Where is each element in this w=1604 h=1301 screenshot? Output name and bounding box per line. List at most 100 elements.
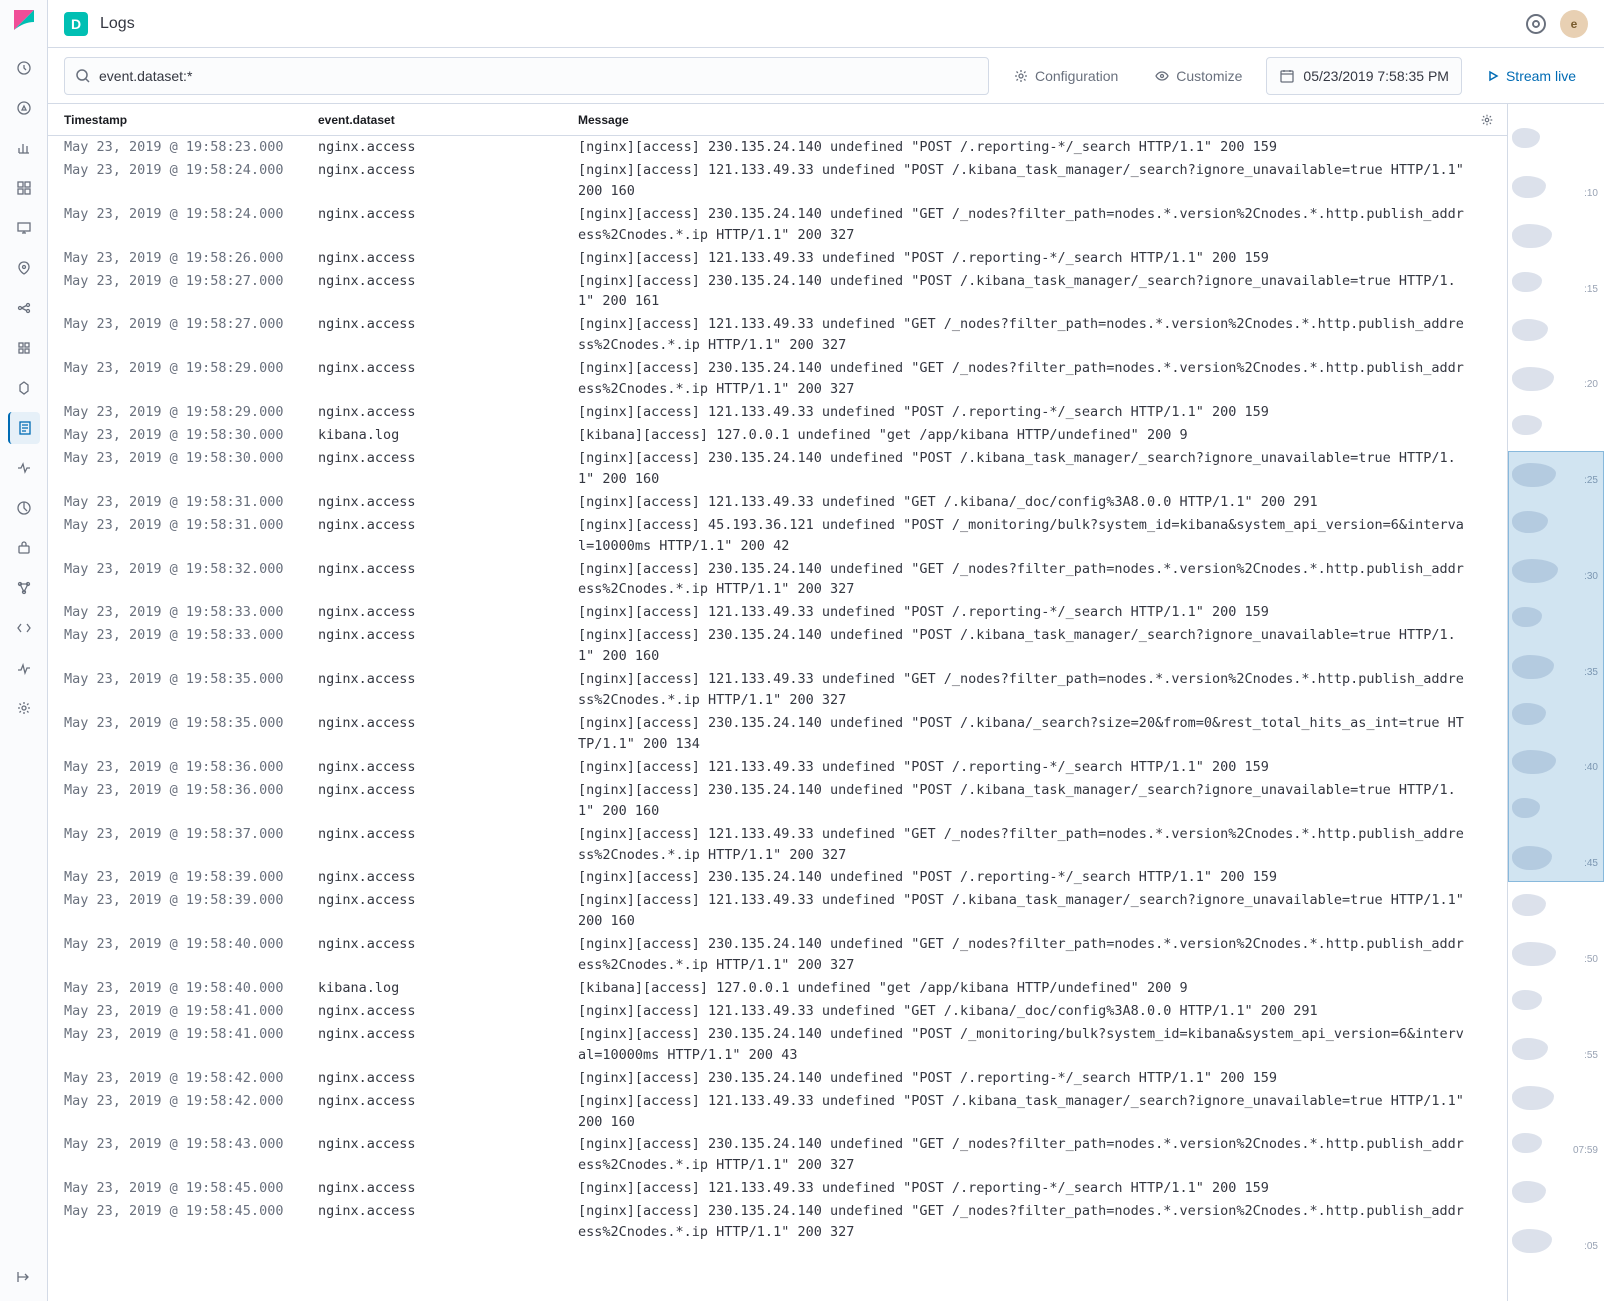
log-message: [nginx][access] 230.135.24.140 undefined… xyxy=(568,1068,1507,1089)
customize-button[interactable]: Customize xyxy=(1142,57,1254,95)
nav-logs-icon[interactable] xyxy=(8,412,40,444)
user-avatar[interactable]: e xyxy=(1560,10,1588,38)
log-row[interactable]: May 23, 2019 @ 19:58:45.000nginx.access[… xyxy=(48,1200,1507,1244)
date-picker[interactable]: 05/23/2019 7:58:35 PM xyxy=(1266,57,1462,95)
log-row[interactable]: May 23, 2019 @ 19:58:24.000nginx.access[… xyxy=(48,159,1507,203)
newsfeed-icon[interactable] xyxy=(1524,12,1548,36)
header: D Logs e xyxy=(48,0,1604,48)
log-row[interactable]: May 23, 2019 @ 19:58:23.000nginx.access[… xyxy=(48,136,1507,159)
log-row[interactable]: May 23, 2019 @ 19:58:30.000kibana.log[ki… xyxy=(48,424,1507,447)
log-timestamp: May 23, 2019 @ 19:58:36.000 xyxy=(48,757,308,778)
search-input[interactable] xyxy=(99,68,978,84)
nav-ml-icon[interactable] xyxy=(8,292,40,324)
log-row[interactable]: May 23, 2019 @ 19:58:33.000nginx.access[… xyxy=(48,624,1507,668)
log-row[interactable]: May 23, 2019 @ 19:58:41.000nginx.access[… xyxy=(48,1000,1507,1023)
search-box[interactable] xyxy=(64,57,989,95)
nav-monitoring-icon[interactable] xyxy=(8,652,40,684)
nav-dev-icon[interactable] xyxy=(8,612,40,644)
nav-apm-icon[interactable] xyxy=(8,452,40,484)
log-message: [nginx][access] 230.135.24.140 undefined… xyxy=(568,713,1507,755)
log-dataset: nginx.access xyxy=(308,358,568,400)
nav-visualize-icon[interactable] xyxy=(8,132,40,164)
minimap[interactable]: :10:15:20:25:30:35:40:45:50:5507:59:05 xyxy=(1508,104,1604,1301)
space-badge[interactable]: D xyxy=(64,12,88,36)
nav-maps-icon[interactable] xyxy=(8,252,40,284)
log-timestamp: May 23, 2019 @ 19:58:29.000 xyxy=(48,358,308,400)
log-row[interactable]: May 23, 2019 @ 19:58:45.000nginx.access[… xyxy=(48,1177,1507,1200)
log-dataset: nginx.access xyxy=(308,1068,568,1089)
log-message: [nginx][access] 121.133.49.33 undefined … xyxy=(568,1178,1507,1199)
log-dataset: nginx.access xyxy=(308,890,568,932)
log-row[interactable]: May 23, 2019 @ 19:58:30.000nginx.access[… xyxy=(48,447,1507,491)
log-message: [nginx][access] 121.133.49.33 undefined … xyxy=(568,402,1507,423)
log-row[interactable]: May 23, 2019 @ 19:58:29.000nginx.access[… xyxy=(48,401,1507,424)
minimap-blob xyxy=(1512,1133,1542,1153)
minimap-tick: :50 xyxy=(1584,954,1598,965)
log-row[interactable]: May 23, 2019 @ 19:58:36.000nginx.access[… xyxy=(48,756,1507,779)
log-dataset: nginx.access xyxy=(308,625,568,667)
nav-graph-icon[interactable] xyxy=(8,572,40,604)
log-row[interactable]: May 23, 2019 @ 19:58:43.000nginx.access[… xyxy=(48,1133,1507,1177)
log-message: [nginx][access] 230.135.24.140 undefined… xyxy=(568,780,1507,822)
nav-infra-icon[interactable] xyxy=(8,332,40,364)
kibana-logo-icon[interactable] xyxy=(12,8,36,32)
stream-live-button[interactable]: Stream live xyxy=(1474,57,1588,95)
log-timestamp: May 23, 2019 @ 19:58:42.000 xyxy=(48,1068,308,1089)
page-title: Logs xyxy=(100,15,135,33)
log-row[interactable]: May 23, 2019 @ 19:58:40.000nginx.access[… xyxy=(48,933,1507,977)
nav-dashboard-icon[interactable] xyxy=(8,172,40,204)
log-row[interactable]: May 23, 2019 @ 19:58:39.000nginx.access[… xyxy=(48,889,1507,933)
log-timestamp: May 23, 2019 @ 19:58:27.000 xyxy=(48,271,308,313)
toolbar: Configuration Customize 05/23/2019 7:58:… xyxy=(48,48,1604,104)
log-row[interactable]: May 23, 2019 @ 19:58:39.000nginx.access[… xyxy=(48,866,1507,889)
log-row[interactable]: May 23, 2019 @ 19:58:24.000nginx.access[… xyxy=(48,203,1507,247)
log-row[interactable]: May 23, 2019 @ 19:58:35.000nginx.access[… xyxy=(48,712,1507,756)
log-row[interactable]: May 23, 2019 @ 19:58:35.000nginx.access[… xyxy=(48,668,1507,712)
log-message: [nginx][access] 230.135.24.140 undefined… xyxy=(568,137,1507,158)
column-settings-button[interactable] xyxy=(1467,113,1507,127)
log-dataset: nginx.access xyxy=(308,1134,568,1176)
log-row[interactable]: May 23, 2019 @ 19:58:42.000nginx.access[… xyxy=(48,1090,1507,1134)
log-row[interactable]: May 23, 2019 @ 19:58:40.000kibana.log[ki… xyxy=(48,977,1507,1000)
log-row[interactable]: May 23, 2019 @ 19:58:42.000nginx.access[… xyxy=(48,1067,1507,1090)
log-timestamp: May 23, 2019 @ 19:58:39.000 xyxy=(48,867,308,888)
log-message: [nginx][access] 230.135.24.140 undefined… xyxy=(568,448,1507,490)
minimap-highlight[interactable] xyxy=(1508,451,1604,882)
log-row[interactable]: May 23, 2019 @ 19:58:26.000nginx.access[… xyxy=(48,247,1507,270)
log-rows[interactable]: May 23, 2019 @ 19:58:23.000nginx.access[… xyxy=(48,136,1507,1301)
log-dataset: nginx.access xyxy=(308,1024,568,1066)
nav-management-icon[interactable] xyxy=(8,692,40,724)
configuration-button[interactable]: Configuration xyxy=(1001,57,1130,95)
nav-uptime-icon[interactable] xyxy=(8,492,40,524)
log-row[interactable]: May 23, 2019 @ 19:58:37.000nginx.access[… xyxy=(48,823,1507,867)
sidebar xyxy=(0,0,48,1301)
log-dataset: nginx.access xyxy=(308,1201,568,1243)
log-message: [nginx][access] 230.135.24.140 undefined… xyxy=(568,1024,1507,1066)
nav-collapse-icon[interactable] xyxy=(8,1261,40,1293)
log-row[interactable]: May 23, 2019 @ 19:58:31.000nginx.access[… xyxy=(48,491,1507,514)
log-message: [nginx][access] 230.135.24.140 undefined… xyxy=(568,358,1507,400)
nav-canvas-icon[interactable] xyxy=(8,212,40,244)
log-row[interactable]: May 23, 2019 @ 19:58:29.000nginx.access[… xyxy=(48,357,1507,401)
log-dataset: nginx.access xyxy=(308,204,568,246)
log-row[interactable]: May 23, 2019 @ 19:58:41.000nginx.access[… xyxy=(48,1023,1507,1067)
log-timestamp: May 23, 2019 @ 19:58:31.000 xyxy=(48,492,308,513)
log-dataset: nginx.access xyxy=(308,402,568,423)
play-icon xyxy=(1486,69,1500,83)
minimap-blob xyxy=(1512,224,1552,248)
log-dataset: nginx.access xyxy=(308,160,568,202)
nav-code-icon[interactable] xyxy=(8,372,40,404)
minimap-tick: 07:59 xyxy=(1573,1145,1598,1156)
nav-discover-icon[interactable] xyxy=(8,92,40,124)
log-row[interactable]: May 23, 2019 @ 19:58:36.000nginx.access[… xyxy=(48,779,1507,823)
log-timestamp: May 23, 2019 @ 19:58:45.000 xyxy=(48,1201,308,1243)
search-icon xyxy=(75,68,91,84)
log-row[interactable]: May 23, 2019 @ 19:58:27.000nginx.access[… xyxy=(48,313,1507,357)
log-row[interactable]: May 23, 2019 @ 19:58:32.000nginx.access[… xyxy=(48,558,1507,602)
log-row[interactable]: May 23, 2019 @ 19:58:27.000nginx.access[… xyxy=(48,270,1507,314)
minimap-tick: :20 xyxy=(1584,379,1598,390)
nav-siem-icon[interactable] xyxy=(8,532,40,564)
log-row[interactable]: May 23, 2019 @ 19:58:33.000nginx.access[… xyxy=(48,601,1507,624)
log-row[interactable]: May 23, 2019 @ 19:58:31.000nginx.access[… xyxy=(48,514,1507,558)
nav-recent-icon[interactable] xyxy=(8,52,40,84)
